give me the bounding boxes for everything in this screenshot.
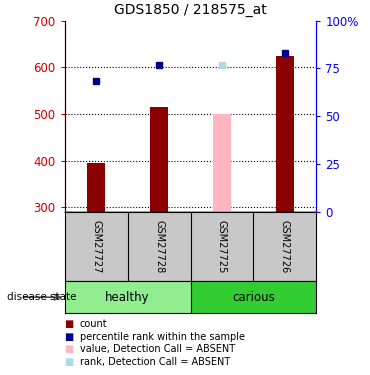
Text: ■: ■ — [64, 332, 73, 342]
Text: healthy: healthy — [105, 291, 150, 304]
Text: ■: ■ — [64, 357, 73, 366]
Text: disease state: disease state — [7, 292, 77, 302]
Title: GDS1850 / 218575_at: GDS1850 / 218575_at — [114, 3, 267, 17]
Bar — [150, 107, 168, 212]
Bar — [276, 56, 294, 212]
Bar — [65, 281, 191, 313]
Text: GSM27726: GSM27726 — [280, 220, 290, 273]
Text: carious: carious — [232, 291, 275, 304]
Text: rank, Detection Call = ABSENT: rank, Detection Call = ABSENT — [80, 357, 230, 366]
Text: count: count — [80, 320, 107, 329]
Text: GSM27727: GSM27727 — [91, 220, 101, 273]
Bar — [87, 163, 105, 212]
Bar — [191, 281, 316, 313]
Text: GSM27725: GSM27725 — [217, 220, 227, 273]
Text: value, Detection Call = ABSENT: value, Detection Call = ABSENT — [80, 344, 235, 354]
Bar — [213, 114, 231, 212]
Text: ■: ■ — [64, 320, 73, 329]
Text: GSM27728: GSM27728 — [154, 220, 164, 273]
Text: percentile rank within the sample: percentile rank within the sample — [80, 332, 245, 342]
Text: ■: ■ — [64, 344, 73, 354]
